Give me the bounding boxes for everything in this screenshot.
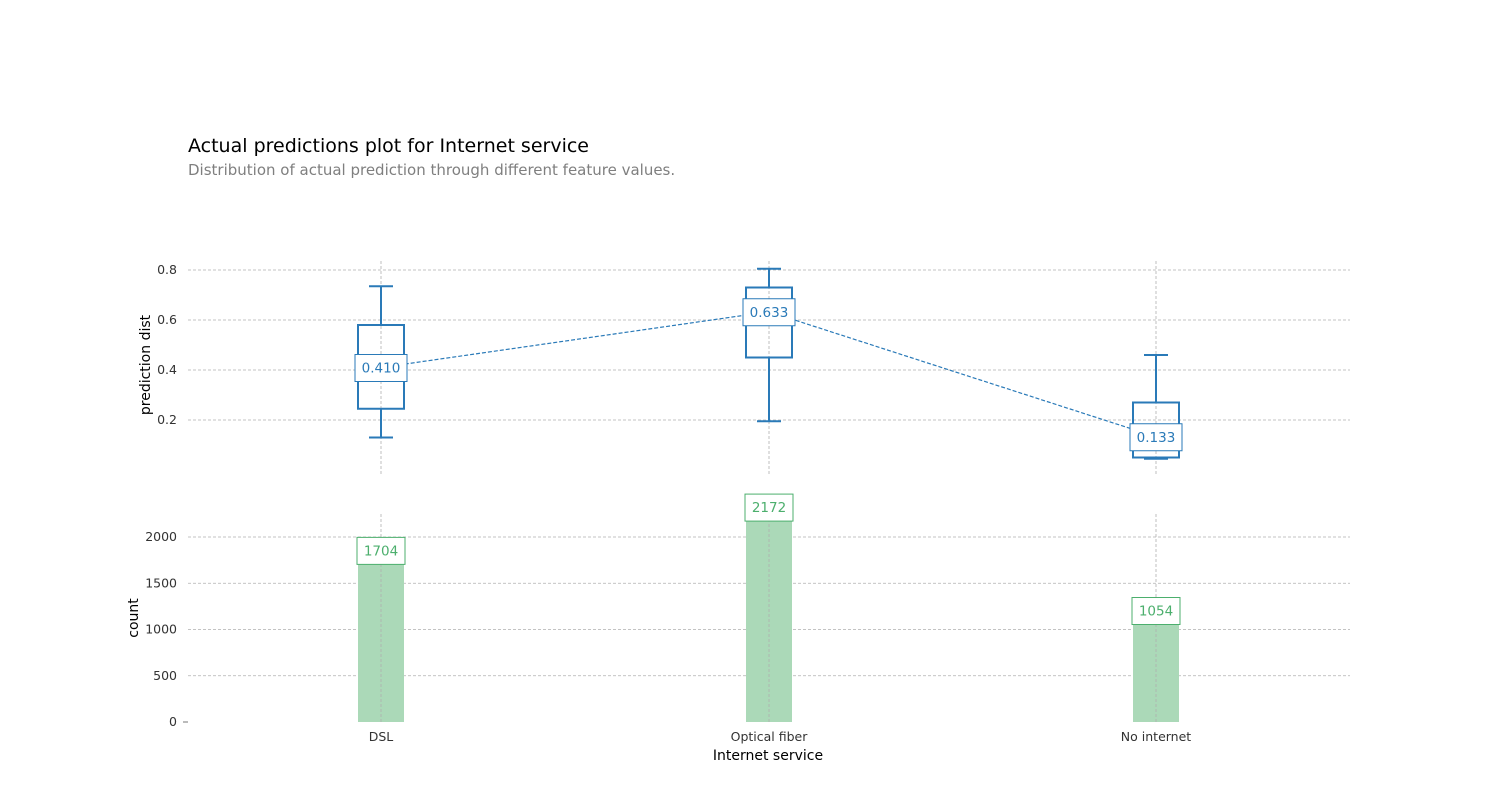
mean-label-box bbox=[742, 298, 796, 327]
mean-label: 0.410 bbox=[354, 354, 408, 382]
chart-title: Actual predictions plot for Internet ser… bbox=[188, 135, 589, 157]
x-axis-label: Internet service bbox=[713, 748, 823, 764]
count-label-text: 2172 bbox=[752, 500, 786, 516]
mean-label-text: 0.133 bbox=[1137, 430, 1176, 446]
count-label-box bbox=[1131, 597, 1181, 626]
count-label: 2172 bbox=[744, 493, 794, 522]
mean-label-box bbox=[354, 354, 408, 382]
count-label: 1704 bbox=[356, 536, 406, 565]
top-y-tick-label: 0.2 bbox=[157, 412, 177, 427]
count-label-box bbox=[356, 536, 406, 565]
bottom-y-tick-label: 500 bbox=[153, 668, 177, 683]
count-label: 1054 bbox=[1131, 597, 1181, 626]
mean-label: 0.133 bbox=[1129, 423, 1183, 452]
bottom-y-tick-label: 1500 bbox=[145, 575, 177, 590]
mean-label-box bbox=[1129, 423, 1183, 452]
top-y-axis-label: prediction dist bbox=[138, 314, 154, 415]
count-label-box bbox=[744, 493, 794, 522]
x-tick-label: DSL bbox=[369, 729, 394, 744]
top-y-tick-label: 0.8 bbox=[157, 262, 177, 277]
x-tick-label: Optical fiber bbox=[731, 729, 809, 744]
count-label-text: 1704 bbox=[364, 543, 398, 559]
bottom-y-tick-label: 1000 bbox=[145, 622, 177, 637]
x-tick-labels: DSL Optical fiber No internet bbox=[369, 729, 1192, 744]
mean-label-text: 0.410 bbox=[362, 361, 401, 377]
mean-label: 0.633 bbox=[742, 298, 796, 327]
count-label-text: 1054 bbox=[1139, 604, 1173, 620]
count-bars: 1704 2172 1054 bbox=[356, 493, 1181, 722]
prediction-boxes: 0.410 0.633 0.133 bbox=[354, 267, 1183, 460]
top-y-tick-label: 0.4 bbox=[157, 362, 177, 377]
chart-subtitle: Distribution of actual prediction throug… bbox=[188, 161, 675, 179]
count-bar bbox=[358, 564, 404, 722]
bottom-y-tick-label: 2000 bbox=[145, 529, 177, 544]
mean-label-text: 0.633 bbox=[750, 305, 789, 321]
top-y-tick-label: 0.6 bbox=[157, 312, 177, 327]
bottom-y-tick-label: 0 bbox=[169, 714, 177, 729]
x-tick-label: No internet bbox=[1121, 729, 1191, 744]
bottom-y-axis-label: count bbox=[126, 598, 142, 638]
